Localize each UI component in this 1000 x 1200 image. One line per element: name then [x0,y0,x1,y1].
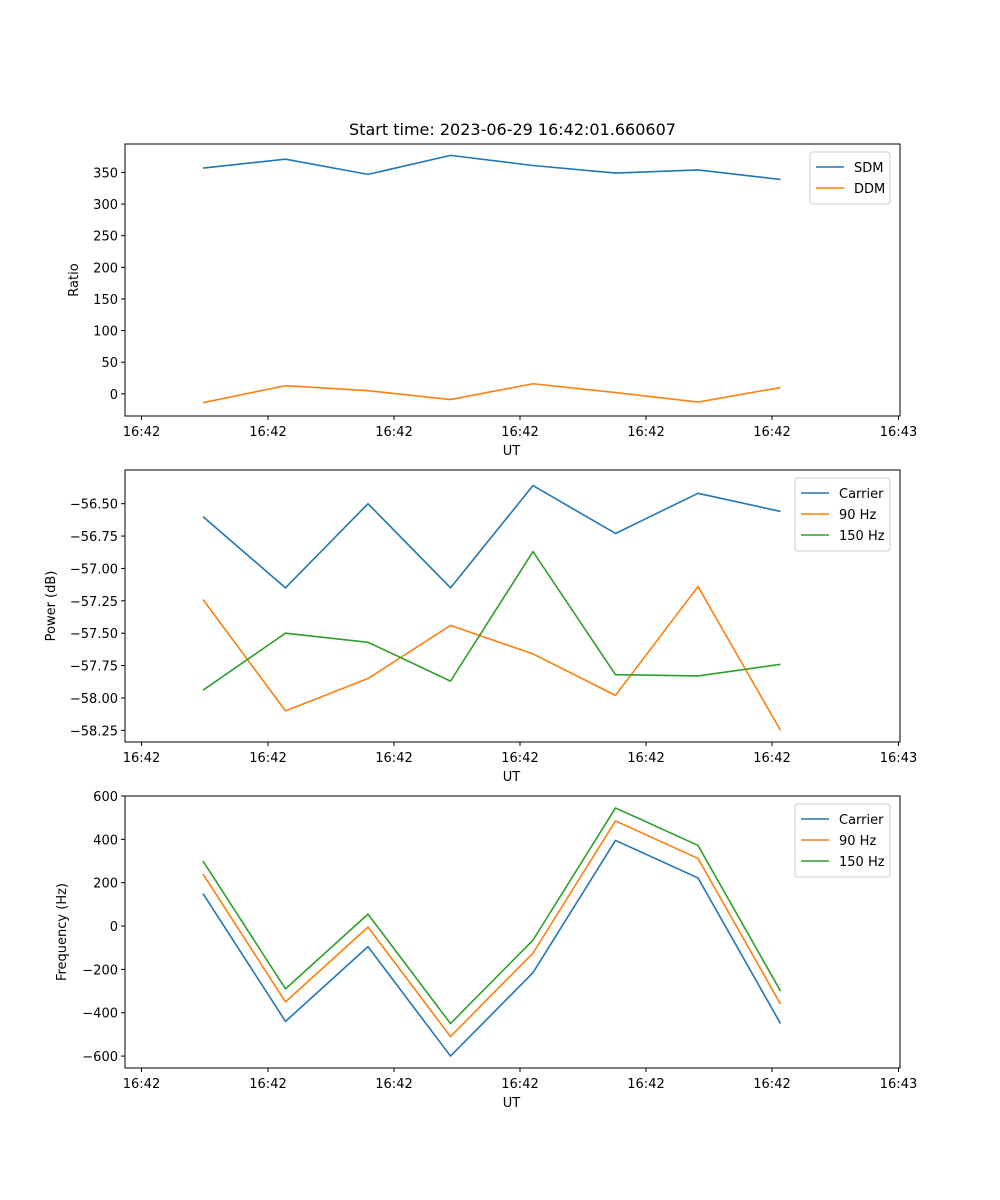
legend-label: Carrier [839,813,884,828]
series-line-carrier [202,484,781,589]
legend-label: DDM [854,182,885,197]
x-tick-label: 16:42 [627,1077,664,1092]
chart-panel-2: 16:42 16:42 16:42 16:42 16:42 16:42 16:43 UT 600… [55,790,917,1111]
x-tick-label: 16:43 [880,1077,917,1092]
y-tick-label: 0 [110,920,118,935]
y-tick-label: 200 [93,877,118,892]
legend: SDM DDM [809,151,891,205]
x-tick-label: 16:42 [627,751,664,766]
y-tick-label: 100 [93,325,118,340]
chart-title: Start time: 2023-06-29 16:42:01.660607 [349,120,676,139]
chart-panel-0: Start time: 2023-06-29 16:42:01.660607 16… [67,120,917,459]
y-tick-label: 600 [93,790,118,805]
y-tick-label: 400 [93,833,118,848]
y-tick-label: −58.00 [70,692,118,707]
legend: Carrier 90 Hz 150 Hz [794,477,891,552]
legend-box [809,151,891,205]
legend-label: 150 Hz [839,855,885,870]
x-axis-label: UT [503,444,521,459]
x-tick-label: 16:42 [249,751,286,766]
series-line-90-hz [202,585,782,731]
y-axis-label: Frequency (Hz) [55,883,70,981]
series-line-150-hz [202,550,781,691]
legend-box [794,477,891,552]
x-tick-label: 16:42 [123,1077,160,1092]
y-tick-label: 50 [101,356,118,371]
legend-label: 90 Hz [839,834,876,849]
x-tick-label: 16:42 [627,425,664,440]
y-tick-label: 300 [93,198,118,213]
x-tick-label: 16:42 [249,1077,286,1092]
legend-label: 90 Hz [839,508,876,523]
x-tick-label: 16:43 [880,751,917,766]
chart-panel-1: 16:42 16:42 16:42 16:42 16:42 16:42 16:43 UT −56… [44,469,917,785]
axes-frame [124,795,901,1069]
x-tick-label: 16:42 [123,425,160,440]
y-tick-label: 350 [93,166,118,181]
x-tick-label: 16:42 [123,751,160,766]
y-tick-label: −57.75 [70,660,118,675]
series-line-150-hz [202,807,782,1025]
x-tick-label: 16:42 [375,1077,412,1092]
legend-label: SDM [854,161,883,176]
series-line-carrier [202,839,782,1057]
x-tick-label: 16:42 [375,425,412,440]
legend-box [794,803,891,878]
x-tick-label: 16:42 [501,751,538,766]
y-axis-label: Ratio [67,263,82,296]
y-axis-label: Power (dB) [44,571,59,642]
y-tick-label: 150 [93,293,118,308]
y-tick-label: −57.25 [70,595,118,610]
legend-label: Carrier [839,487,884,502]
y-tick-label: −58.25 [70,724,118,739]
y-tick-label: 200 [93,261,118,276]
y-tick-label: −600 [82,1050,118,1065]
x-tick-label: 16:42 [249,425,286,440]
x-tick-label: 16:42 [753,1077,790,1092]
legend: Carrier 90 Hz 150 Hz [794,803,891,878]
legend-label: 150 Hz [839,529,885,544]
x-tick-label: 16:42 [753,751,790,766]
x-tick-label: 16:43 [880,425,917,440]
x-tick-label: 16:42 [753,425,790,440]
y-tick-label: −57.50 [70,627,118,642]
x-tick-label: 16:42 [501,425,538,440]
y-tick-label: −400 [82,1007,118,1022]
y-tick-label: 0 [110,388,118,403]
y-tick-label: −200 [82,963,118,978]
axes-frame [124,143,901,417]
series-line-ddm [202,382,781,404]
y-tick-label: −57.00 [70,562,118,577]
y-tick-label: −56.75 [70,530,118,545]
axes-frame [124,469,901,743]
y-tick-label: −56.50 [70,498,118,513]
series-line-sdm [202,154,781,181]
x-tick-label: 16:42 [375,751,412,766]
x-axis-label: UT [503,770,521,785]
x-axis-label: UT [503,1096,521,1111]
y-tick-label: 250 [93,230,118,245]
series-line-90-hz [202,820,782,1038]
x-tick-label: 16:42 [501,1077,538,1092]
